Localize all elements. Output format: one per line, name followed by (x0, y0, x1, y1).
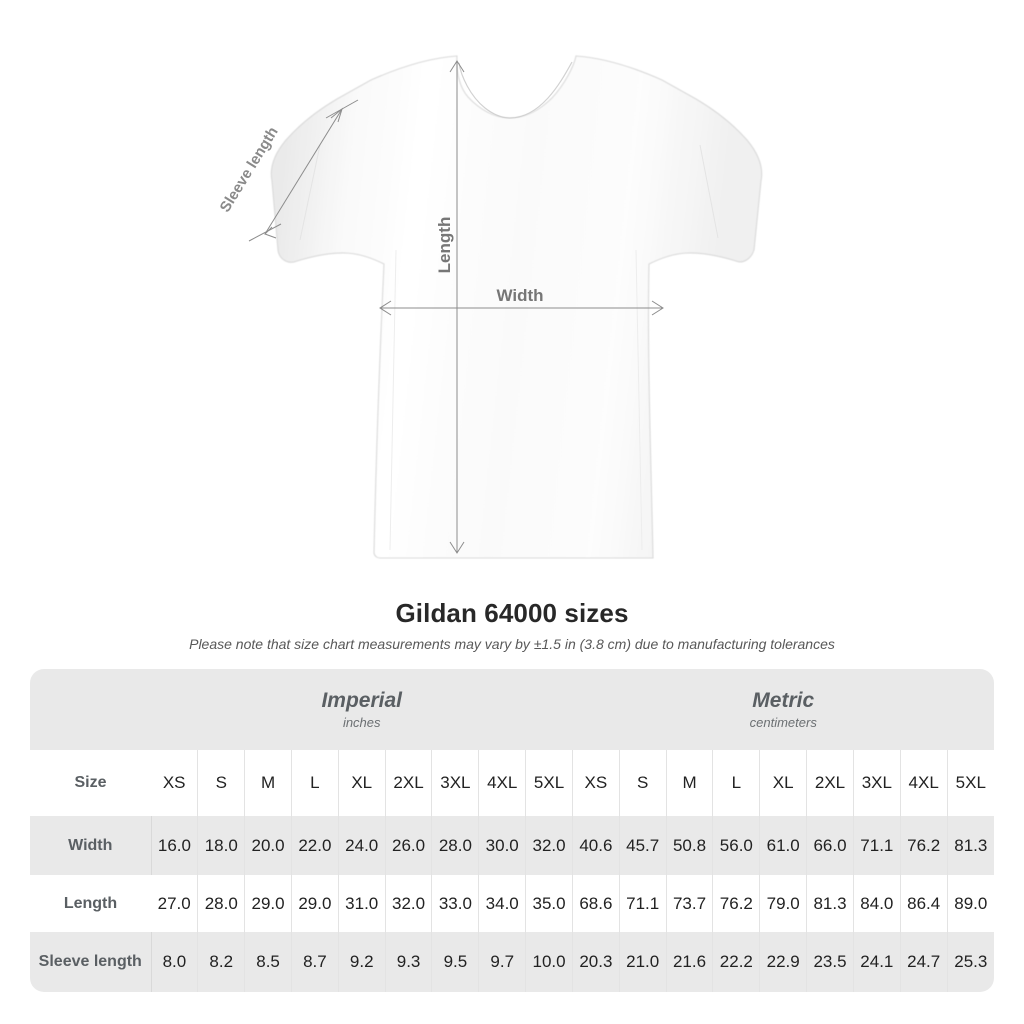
svg-text:Length: Length (435, 217, 454, 274)
svg-text:Width: Width (496, 286, 543, 305)
